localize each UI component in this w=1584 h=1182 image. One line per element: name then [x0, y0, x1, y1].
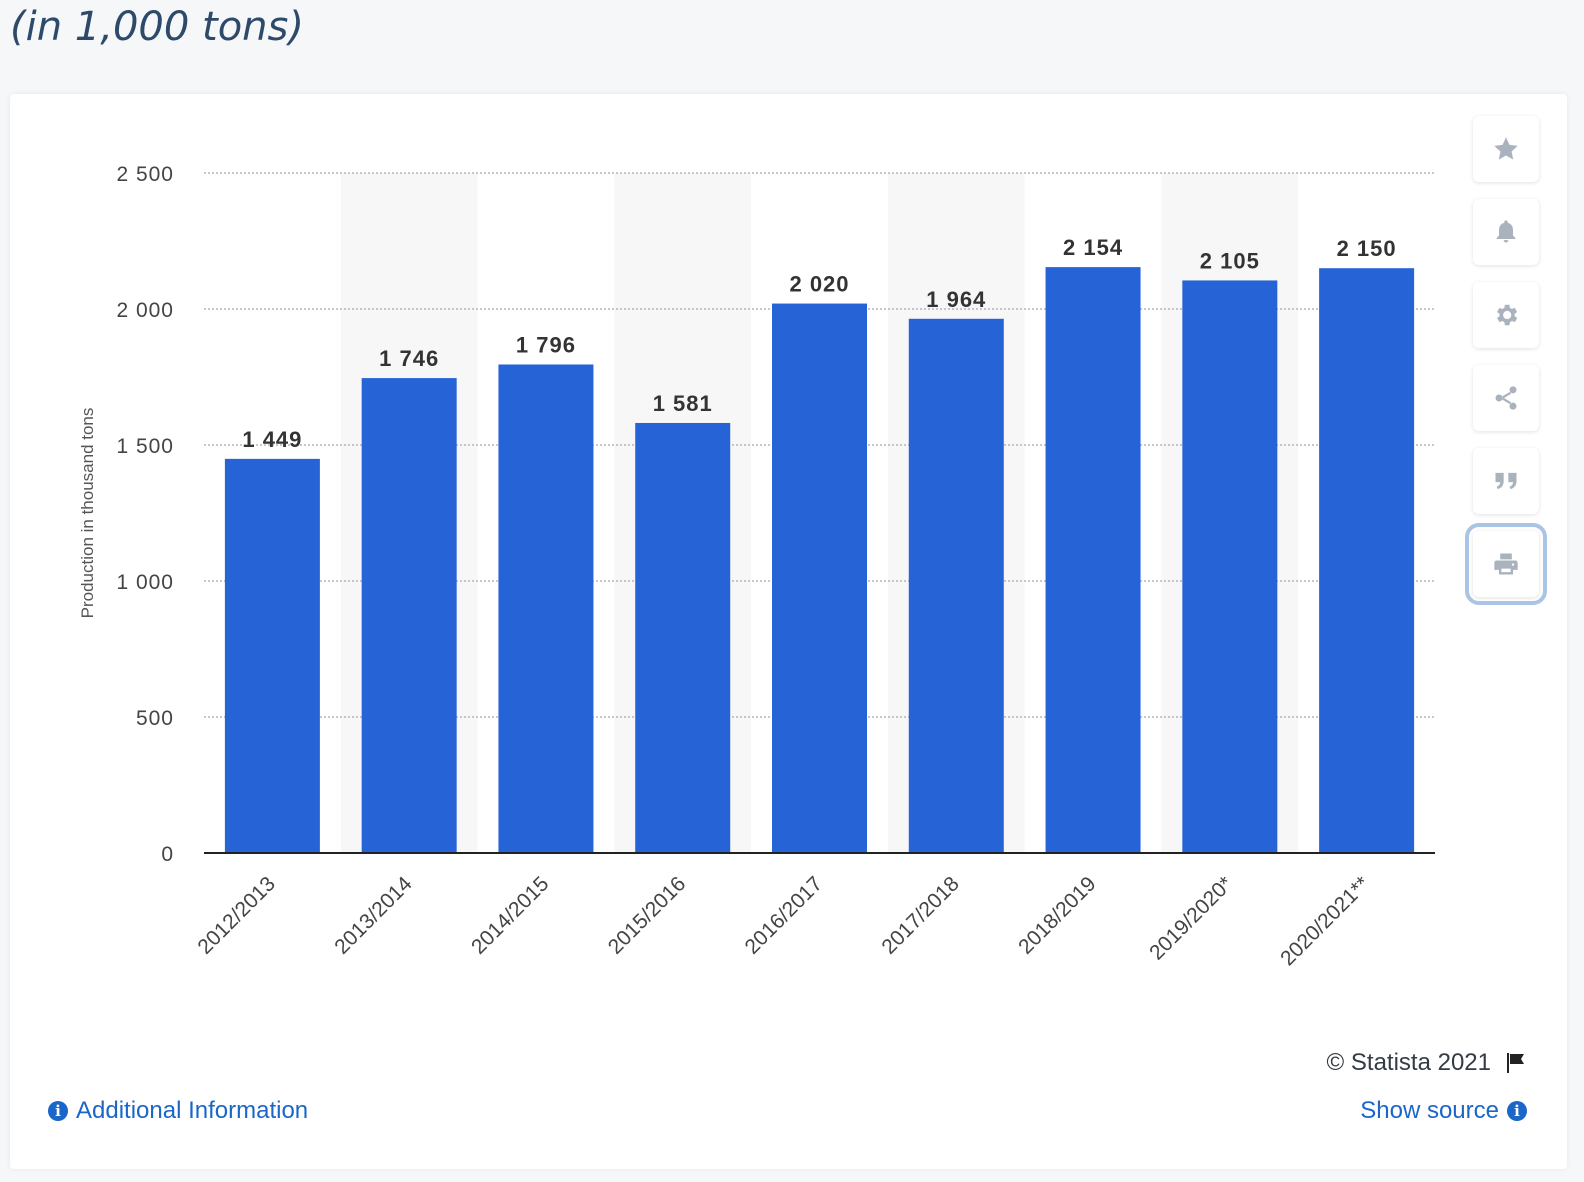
- x-tick-label: 2019/2020*: [1145, 872, 1237, 964]
- bell-icon: [1496, 220, 1516, 243]
- chart-card: 0 500 1 000 1 500 2 000 2 500 1 449 2012/2013 1 …: [10, 94, 1567, 1169]
- chart-subtitle: (in 1,000 tons): [10, 4, 304, 50]
- quote-icon: [1495, 472, 1517, 490]
- x-tick-label: 2014/2015: [467, 872, 553, 958]
- bar: [1045, 267, 1141, 853]
- bar: [361, 378, 457, 853]
- y-axis-title: Production in thousand tons: [78, 408, 97, 619]
- bar: [772, 303, 867, 853]
- show-source-link[interactable]: Show source i: [1360, 1097, 1527, 1125]
- flag-icon[interactable]: [1503, 1051, 1527, 1075]
- bar: [224, 458, 320, 853]
- x-tick-label: 2018/2019: [1014, 872, 1100, 958]
- share-icon: [1495, 386, 1517, 410]
- bar: [498, 364, 594, 853]
- print-icon: [1494, 553, 1518, 575]
- favorite-button[interactable]: [1473, 116, 1539, 182]
- bar: [1319, 268, 1415, 853]
- data-label: 1 796: [516, 332, 576, 357]
- show-source-label: Show source: [1360, 1097, 1499, 1124]
- y-tick-label: 0: [161, 843, 174, 866]
- x-tick-label: 2017/2018: [877, 872, 963, 958]
- info-icon: i: [48, 1101, 68, 1121]
- copyright-text: © Statista 2021: [1326, 1049, 1491, 1076]
- info-icon: i: [1507, 1101, 1527, 1121]
- additional-information-label: Additional Information: [76, 1097, 309, 1124]
- bar: [1182, 280, 1278, 853]
- chart-toolbar: [1465, 116, 1547, 614]
- bar: [635, 422, 731, 853]
- data-label: 2 154: [1063, 235, 1123, 260]
- data-label: 2 020: [789, 272, 849, 297]
- bar-chart: 0 500 1 000 1 500 2 000 2 500 1 449 2012/2013 1 …: [78, 163, 1435, 970]
- share-button[interactable]: [1473, 365, 1539, 431]
- notification-button[interactable]: [1473, 199, 1539, 265]
- x-tick-label: 2012/2013: [193, 872, 279, 958]
- data-label: 2 105: [1200, 248, 1260, 273]
- copyright-notice: © Statista 2021: [1327, 1049, 1527, 1077]
- x-tick-label: 2013/2014: [330, 872, 417, 959]
- y-tick-label: 2 000: [116, 299, 174, 322]
- additional-information-link[interactable]: i Additional Information: [48, 1097, 308, 1125]
- x-tick-label: 2015/2016: [604, 872, 690, 958]
- y-tick-label: 1 500: [116, 435, 174, 458]
- y-tick-label: 500: [136, 707, 174, 730]
- x-tick-label: 2020/2021**: [1276, 872, 1374, 970]
- y-tick-label: 1 000: [116, 571, 174, 594]
- data-label: 1 449: [242, 427, 302, 452]
- bar: [908, 318, 1004, 853]
- star-icon: [1494, 137, 1518, 160]
- print-button[interactable]: [1465, 523, 1547, 605]
- data-label: 2 150: [1337, 236, 1397, 261]
- data-label: 1 581: [653, 391, 713, 416]
- cite-button[interactable]: [1473, 448, 1539, 514]
- data-label: 1 964: [926, 287, 986, 312]
- gear-icon: [1497, 304, 1518, 326]
- y-tick-label: 2 500: [116, 163, 174, 186]
- x-tick-label: 2016/2017: [741, 872, 827, 958]
- data-label: 1 746: [379, 346, 439, 371]
- settings-button[interactable]: [1473, 282, 1539, 348]
